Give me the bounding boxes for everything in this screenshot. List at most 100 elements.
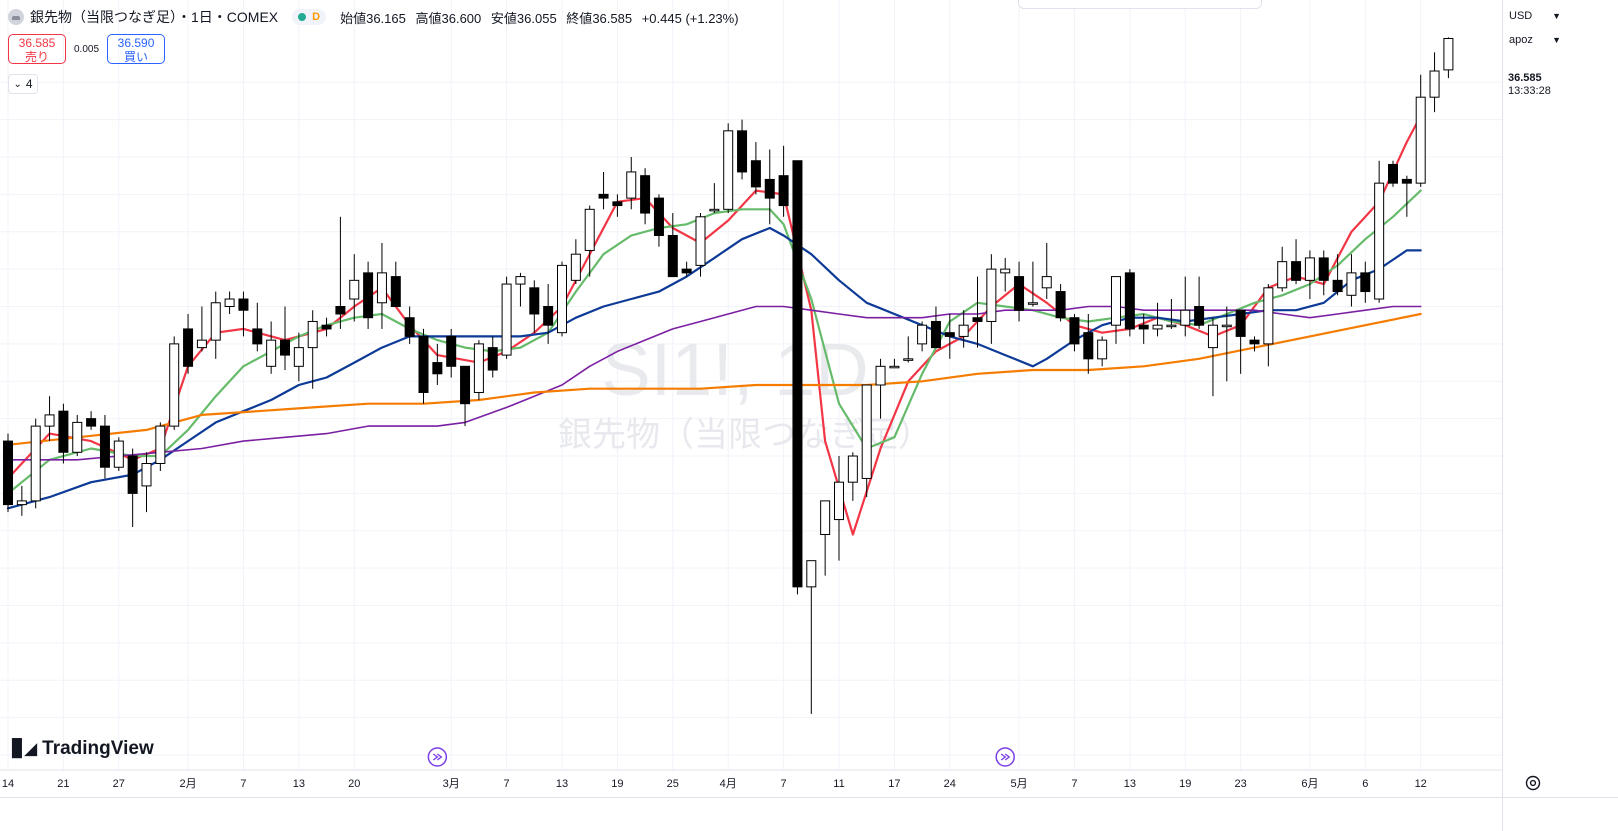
candle [917, 321, 928, 352]
watermark-name: 銀先物（当限つなぎ足） [558, 415, 932, 455]
candle-body [820, 500, 831, 536]
candle-body [1401, 178, 1412, 184]
market-status-badge[interactable]: D [292, 9, 327, 25]
candle [903, 336, 914, 363]
candle [1429, 52, 1440, 113]
candle [1124, 269, 1135, 337]
candle-body [280, 339, 290, 356]
low-value: 36.055 [516, 10, 557, 26]
candle [335, 216, 346, 329]
candle-body [958, 324, 969, 337]
currency-value: USD [1509, 10, 1533, 22]
tradingview-logo[interactable]: ▊◢ TradingView [12, 738, 154, 760]
candle [1194, 276, 1205, 329]
candle [58, 403, 69, 464]
symbol-title[interactable]: 銀先物（当限つなぎ足）・1日・COMEX [30, 9, 279, 25]
logo-text: TradingView [42, 738, 154, 759]
candle [1443, 37, 1454, 79]
candle [404, 306, 415, 344]
candle-body [1138, 324, 1149, 330]
candle-body [30, 425, 41, 502]
candle [3, 433, 13, 513]
candle-body [335, 306, 346, 315]
time-axis[interactable]: 14 21 27 2月 7 13 20 3月 7 13 19 25 4月 7 11 17 24 5月 7 13 19 23… [0, 769, 1502, 790]
sell-label: 売り [24, 50, 49, 64]
high-value: 36.600 [441, 10, 482, 26]
watermark: SI1!, 1D 銀先物（当限つなぎ足） [558, 328, 932, 455]
indicators-toggle-button[interactable]: ⌄ 4 [8, 74, 38, 94]
candle [612, 194, 623, 217]
candle [252, 302, 263, 352]
time-tick-label: 14 [2, 778, 14, 790]
candle-body [224, 298, 235, 308]
candle-body [875, 365, 886, 386]
candle [847, 452, 858, 501]
sell-button[interactable]: 36.585 売り [8, 34, 66, 64]
legend-header: 銀先物（当限つなぎ足）・1日・COMEX D 始値36.165 高値36.600… [8, 6, 745, 28]
unit-value: apoz [1509, 34, 1533, 46]
candle [1180, 276, 1191, 337]
candle [695, 213, 706, 277]
candles [3, 37, 1454, 714]
event-arrow-icon [1000, 753, 1011, 761]
candle-body [1443, 38, 1454, 71]
candle-body [1249, 339, 1260, 345]
candle-body [640, 175, 651, 214]
candle-body [1041, 276, 1052, 289]
candle-body [695, 216, 706, 266]
candle-body [1180, 309, 1191, 326]
candle [1221, 306, 1232, 382]
last-price: 36.585 [1508, 72, 1542, 84]
candle [1374, 160, 1385, 303]
candle-body [487, 347, 498, 371]
candle [1152, 302, 1163, 337]
buy-button[interactable]: 36.590 買い [107, 34, 166, 64]
candle-body [709, 208, 720, 212]
candle-body [1235, 309, 1246, 337]
time-tick-label: 23 [1235, 778, 1247, 790]
market-open-dot-icon [298, 13, 307, 21]
candle [487, 336, 498, 378]
candle-body [557, 264, 567, 334]
candle [72, 414, 83, 457]
time-tick-label: 21 [57, 778, 69, 790]
candle-body [1360, 272, 1371, 293]
candle [1097, 336, 1108, 367]
bar-countdown: 13:33:28 [1508, 85, 1551, 97]
candle-body [238, 298, 249, 311]
candle-body [321, 324, 332, 330]
candle [224, 291, 235, 314]
candle [806, 560, 817, 714]
candle [1111, 276, 1121, 344]
candle [321, 317, 332, 337]
time-tick-label: 12 [1415, 778, 1427, 790]
candle-body [141, 462, 152, 487]
candle-body [723, 130, 734, 210]
candle [293, 332, 304, 382]
candle-body [196, 339, 207, 349]
unit-select[interactable]: apoz ▼ [1509, 31, 1561, 49]
open-value: 36.165 [366, 10, 406, 26]
candle-body [1318, 257, 1329, 281]
time-tick-label: 3月 [443, 778, 460, 790]
candle [280, 306, 290, 371]
ma-line-ma100 [6, 312, 1422, 446]
chart-settings-icon[interactable] [1524, 774, 1542, 792]
candle-body [1221, 324, 1232, 328]
candle-body [183, 328, 194, 367]
candle-body [376, 272, 387, 304]
candle-body [473, 343, 484, 393]
candle [30, 418, 41, 509]
time-tick-label: 4月 [720, 778, 737, 790]
candle-body [737, 130, 748, 173]
candle [238, 291, 249, 337]
candle [446, 328, 457, 378]
candle-body [1374, 182, 1385, 300]
currency-select[interactable]: USD ▼ [1509, 7, 1561, 25]
candle [349, 254, 360, 322]
candle [155, 422, 166, 471]
open-label: 始値 [340, 10, 367, 26]
candle-body [1000, 268, 1011, 274]
time-tick-label: 13 [1124, 778, 1136, 790]
